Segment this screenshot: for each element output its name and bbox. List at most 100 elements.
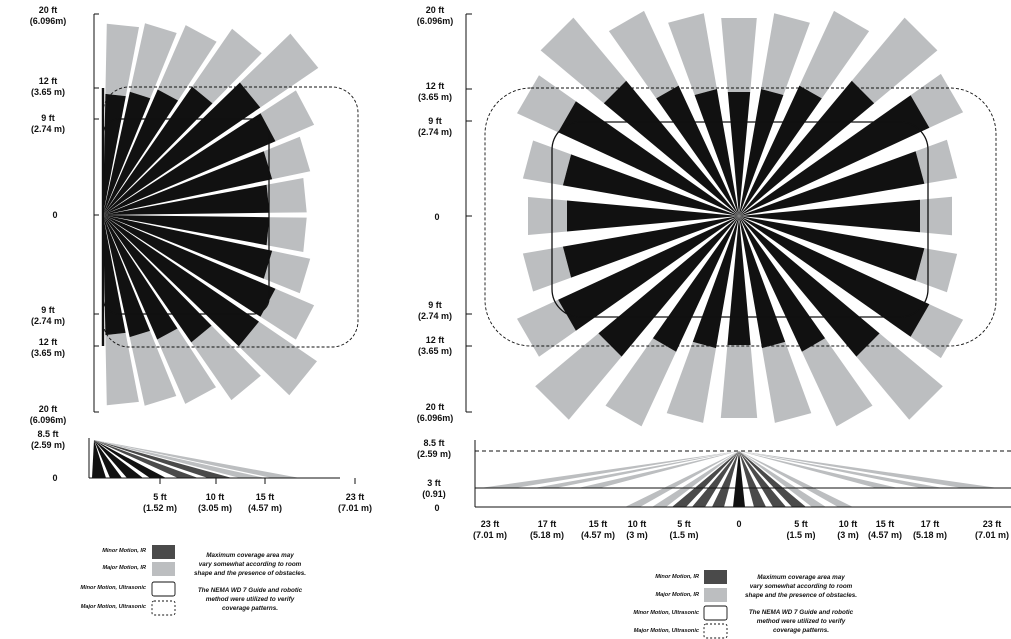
right-y-label-20ft-bottom-m: (6.096m)	[417, 413, 454, 423]
left-minor-ir-beam	[103, 215, 276, 317]
right-minor-ir-beam	[652, 216, 739, 352]
right-legend-swatch-minor-ir	[704, 570, 727, 584]
right-minor-ir-beam	[727, 216, 751, 345]
right-major-ir-beam	[540, 17, 627, 104]
right-side-view-rays	[480, 451, 998, 507]
right-side-far-beam	[578, 451, 739, 488]
right-x-label-23ft-right-m: (7.01 m)	[975, 530, 1009, 540]
left-major-ir-beam	[260, 90, 315, 142]
left-coverage-fan	[103, 23, 319, 406]
right-side-floor-beam	[739, 451, 786, 507]
right-side-floor-beam	[739, 451, 806, 507]
left-y-label-9ft-bottom-m: (2.74 m)	[31, 316, 65, 326]
left-wall-coverage-plan: 20 ft (6.096m) 12 ft (3.65 m) 9 ft (2.74…	[30, 5, 359, 425]
right-legend-swatch-minor-us	[703, 605, 728, 621]
right-y-label-9ft-top-m: (2.74 m)	[418, 127, 452, 137]
right-side-floor-beam	[739, 451, 853, 507]
right-major-ir-beam	[762, 341, 812, 423]
left-major-ir-beam	[266, 178, 307, 213]
left-major-ir-beam	[192, 28, 262, 104]
right-x-label-5ft-right: 5 ft	[794, 519, 808, 529]
right-major-ir-beam	[856, 333, 943, 420]
left-x-label-15ft: 15 ft	[256, 492, 275, 502]
right-major-ir-beam	[522, 246, 572, 292]
left-x-label-10ft-m: (3.05 m)	[198, 503, 232, 513]
right-y-label-9ft-bottom-m: (2.74 m)	[418, 311, 452, 321]
right-minor-ir-beam	[694, 89, 739, 216]
left-y-label-20ft-top-m: (6.096m)	[30, 16, 67, 26]
left-major-ir-beam	[266, 217, 307, 252]
right-y-label-12ft-bottom-m: (3.65 m)	[418, 346, 452, 356]
right-x-label-10ft-right-m: (3 m)	[837, 530, 859, 540]
right-minor-ir-beam	[603, 80, 739, 216]
right-x-axis-labels: 23 ft (7.01 m) 17 ft (5.18 m) 15 ft (4.5…	[473, 519, 1009, 540]
left-minor-ir-beam	[103, 91, 151, 215]
right-x-label-5ft-left-m: (1.5 m)	[669, 530, 698, 540]
left-side-view-rays	[92, 440, 300, 478]
right-x-label-23ft-left-m: (7.01 m)	[473, 530, 507, 540]
right-minor-ir-beam	[656, 85, 739, 216]
left-y-label-20ft-bottom: 20 ft	[39, 404, 58, 414]
right-minor-ir-beam	[727, 92, 751, 216]
left-minor-ir-beam	[103, 82, 261, 215]
right-side-floor-beam	[652, 451, 739, 507]
left-legend-label-minor-ir: Minor Motion, IR	[102, 548, 146, 554]
right-x-label-5ft-left: 5 ft	[677, 519, 691, 529]
left-major-ir-beam	[263, 136, 311, 180]
right-y-axis-labels: 20 ft (6.096m) 12 ft (3.65 m) 9 ft (2.74…	[417, 5, 454, 423]
right-x-label-5ft-right-m: (1.5 m)	[786, 530, 815, 540]
right-legend-label-major-ir: Major Motion, IR	[655, 592, 699, 598]
right-major-ir-beam	[801, 338, 873, 427]
left-minor-ir-beam	[103, 89, 179, 215]
left-minor-ir-beam	[103, 113, 276, 215]
right-x-label-15ft-left: 15 ft	[589, 519, 608, 529]
right-major-ir-beam	[517, 299, 576, 357]
left-legend-label-minor-us: Minor Motion, Ultrasonic	[80, 585, 146, 591]
right-y-axis-ticks	[466, 13, 472, 413]
right-minor-ir-beam	[562, 216, 739, 278]
right-major-ir-beam	[761, 13, 810, 96]
right-side-y-label-3ft: 3 ft	[427, 478, 441, 488]
left-x-label-15ft-m: (4.57 m)	[248, 503, 282, 513]
right-x-label-17ft-right-m: (5.18 m)	[913, 530, 947, 540]
right-side-far-beam	[739, 451, 943, 488]
right-minor-ir-beam	[558, 216, 739, 331]
right-note-line-6: coverage patterns.	[773, 627, 829, 634]
left-minor-ir-beam	[103, 215, 273, 279]
left-y-label-9ft-top-m: (2.74 m)	[31, 124, 65, 134]
right-y-label-12ft-top-m: (3.65 m)	[418, 92, 452, 102]
right-legend-label-minor-ir: Minor Motion, IR	[655, 574, 699, 580]
right-y-label-20ft-top: 20 ft	[426, 5, 445, 15]
right-minor-ir-beam	[739, 151, 925, 216]
right-minor-ir-beam	[739, 216, 880, 357]
left-minor-ir-beam	[103, 93, 126, 215]
right-side-y-label-8-5ft: 8.5 ft	[423, 438, 444, 448]
right-note-line-3: shape and the presence of obstacles.	[745, 592, 857, 599]
right-minor-ir-beam	[739, 216, 925, 281]
left-legend-swatch-minor-us	[151, 581, 176, 597]
right-side-floor-beam	[733, 451, 745, 507]
right-legend-label-major-us: Major Motion, Ultrasonic	[634, 628, 700, 634]
right-major-ir-beam	[920, 196, 952, 236]
right-side-y-label-zero: 0	[434, 503, 439, 513]
right-x-label-10ft-left: 10 ft	[628, 519, 647, 529]
left-side-y-label-zero: 0	[52, 473, 57, 483]
left-side-beam	[94, 440, 300, 478]
right-major-ir-beam	[605, 338, 677, 427]
left-note-line-5: method were utilized to verify	[206, 596, 295, 603]
left-y-label-12ft-top-m: (3.65 m)	[31, 87, 65, 97]
left-legend: Minor Motion, IR Major Motion, IR Minor …	[80, 545, 306, 616]
right-minor-ir-beam	[739, 95, 930, 216]
left-major-ir-beam	[263, 250, 311, 294]
right-y-label-zero: 0	[434, 212, 439, 222]
left-legend-label-major-us: Major Motion, Ultrasonic	[81, 604, 147, 610]
left-x-label-10ft: 10 ft	[206, 492, 225, 502]
left-side-y-label-8-5ft-m: (2.59 m)	[31, 440, 65, 450]
right-major-ir-beam	[720, 345, 758, 418]
right-major-ir-beam	[535, 333, 622, 420]
right-major-ir-beam	[915, 248, 958, 293]
left-major-ir-beam	[238, 321, 317, 396]
right-major-ir-beam	[668, 13, 717, 96]
left-note-line-3: shape and the presence of obstacles.	[194, 570, 306, 577]
